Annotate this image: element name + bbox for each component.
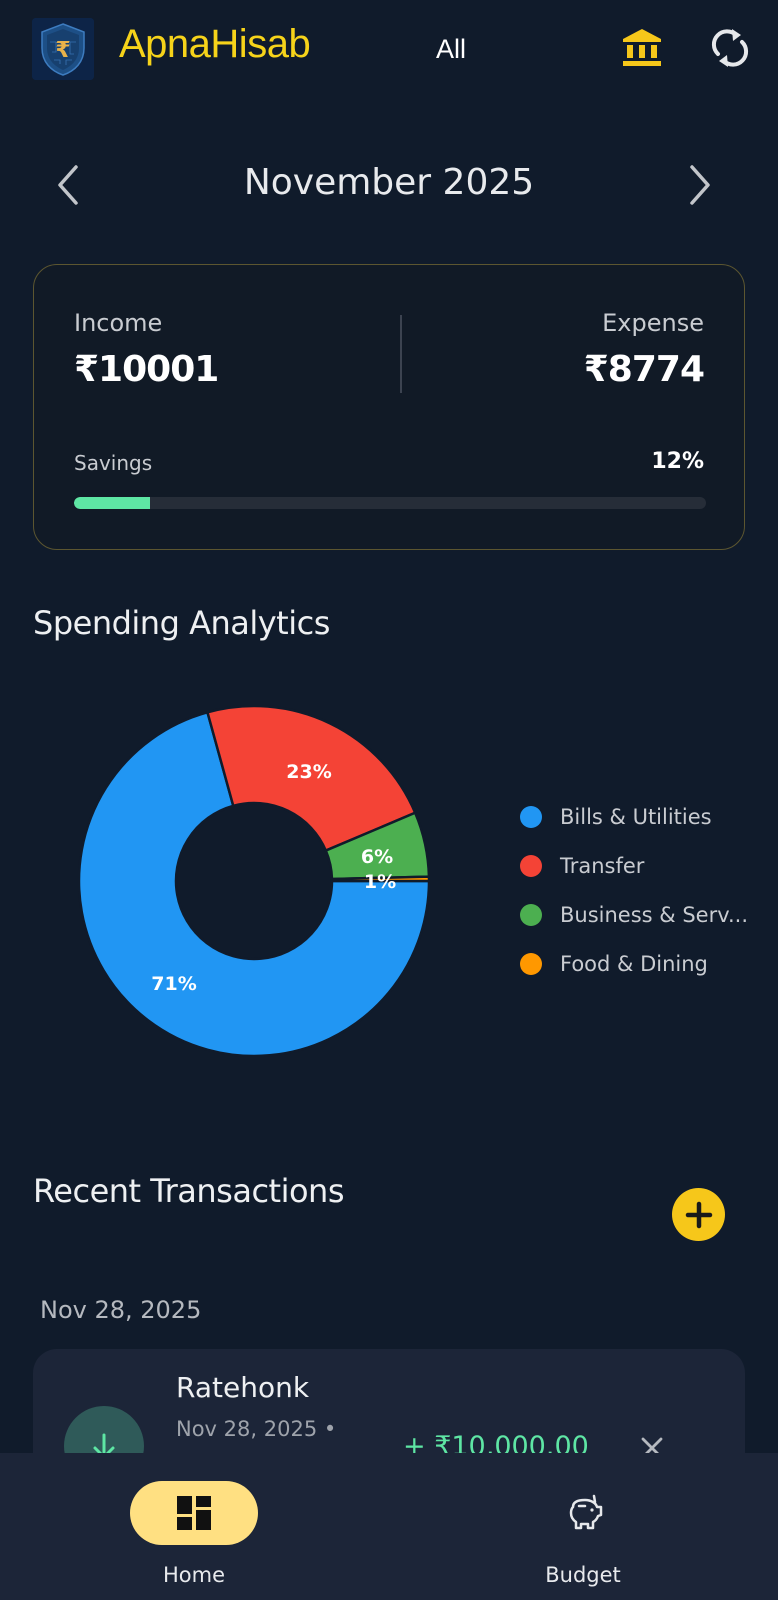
legend-item: Transfer <box>520 841 748 890</box>
bottom-navigation: Home Budget <box>0 1453 778 1600</box>
legend-color-dot <box>520 854 542 877</box>
spending-donut-chart: 71% 23% 6% 1% Bills & Utilities Transfer Busi… <box>0 680 778 1100</box>
piggy-bank-icon <box>569 1494 603 1530</box>
donut-slice[interactable] <box>78 710 430 1057</box>
app-title: ApnaHisab <box>119 22 311 66</box>
month-navigator: November 2025 <box>0 150 778 220</box>
legend-item: Business & Serv... <box>520 890 748 939</box>
slice-percent-label: 71% <box>151 973 196 995</box>
nav-home-label: Home <box>162 1563 225 1587</box>
bank-icon <box>623 29 661 66</box>
legend-item: Food & Dining <box>520 939 748 988</box>
slice-percent-label: 1% <box>364 871 396 893</box>
summary-divider <box>400 315 402 393</box>
donut-slice[interactable] <box>205 705 417 853</box>
summary-card: Income ₹10001 Expense ₹8774 Savings 12% <box>33 264 745 550</box>
savings-progress-fill <box>74 497 150 509</box>
chevron-right-icon <box>690 165 710 205</box>
savings-progress-bar <box>74 497 706 509</box>
dashboard-icon <box>177 1496 211 1530</box>
nav-item-home[interactable]: Home <box>130 1481 260 1591</box>
legend-label: Food & Dining <box>560 951 708 976</box>
income-value: ₹10001 <box>74 349 219 390</box>
nav-budget-label: Budget <box>545 1563 621 1587</box>
legend-color-dot <box>520 903 542 926</box>
nav-item-budget[interactable]: Budget <box>518 1481 648 1591</box>
legend-label: Business & Serv... <box>560 902 749 927</box>
legend-color-dot <box>520 805 542 828</box>
income-label: Income <box>74 309 163 337</box>
next-month-button[interactable] <box>682 162 718 208</box>
expense-value: ₹8774 <box>583 349 705 390</box>
app-logo-icon: ₹ <box>32 18 94 80</box>
legend-label: Transfer <box>560 853 645 878</box>
sync-button[interactable] <box>708 26 752 70</box>
slice-percent-label: 6% <box>361 846 393 868</box>
legend-item: Bills & Utilities <box>520 792 748 841</box>
account-filter-button[interactable]: All <box>436 34 467 64</box>
donut-chart[interactable]: 71% 23% 6% 1% <box>78 705 430 1057</box>
slice-percent-label: 23% <box>286 761 331 783</box>
chart-legend: Bills & Utilities Transfer Business & Serv… <box>520 792 748 988</box>
bank-accounts-button[interactable] <box>620 26 664 70</box>
transaction-name: Ratehonk <box>176 1371 310 1404</box>
sync-icon <box>711 29 749 67</box>
transaction-date: Nov 28, 2025 • <box>176 1417 337 1441</box>
legend-color-dot <box>520 952 542 975</box>
recent-transactions-title: Recent Transactions <box>33 1172 345 1210</box>
donut-slice[interactable] <box>330 875 430 883</box>
plus-icon <box>685 1201 712 1228</box>
top-app-bar: ₹ ApnaHisab All <box>0 0 778 100</box>
svg-text:₹: ₹ <box>55 38 70 63</box>
savings-percent: 12% <box>651 449 704 474</box>
spending-analytics-title: Spending Analytics <box>33 604 330 642</box>
nav-home-active-indicator <box>130 1481 258 1545</box>
month-label: November 2025 <box>243 162 535 203</box>
previous-month-button[interactable] <box>50 162 86 208</box>
transaction-date-group: Nov 28, 2025 <box>40 1296 202 1324</box>
chevron-left-icon <box>58 165 78 205</box>
expense-label: Expense <box>602 309 704 337</box>
savings-label: Savings <box>74 451 153 475</box>
legend-label: Bills & Utilities <box>560 804 712 829</box>
add-transaction-button[interactable] <box>672 1188 725 1241</box>
